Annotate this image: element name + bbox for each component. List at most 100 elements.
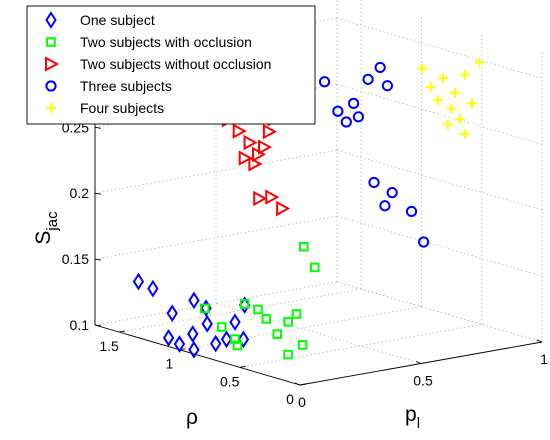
data-point [239,299,250,309]
pl-tick-label: 0 [298,394,306,410]
grid-line-z-right [336,17,543,79]
pl-tick [415,361,422,364]
data-point [291,309,302,319]
data-point [237,330,250,349]
legend-marker [45,80,57,92]
data-point [187,325,199,343]
grid-line-x-floor [215,303,422,364]
data-point [340,116,352,128]
grid-line-z-right [336,149,543,211]
data-point [262,123,277,140]
data-point [232,340,243,351]
data-point [173,335,186,353]
data-point [261,314,272,324]
data-point [405,205,418,218]
data-point [188,291,200,310]
legend-marker [45,56,60,72]
data-point [276,200,291,217]
grid-line-x-floor [336,281,543,343]
data-point [253,190,268,207]
data-point [442,119,453,130]
data-point [332,105,344,117]
data-point [297,340,308,350]
data-point [433,95,444,106]
rho-axis-label: ρ [186,406,198,429]
data-point [220,330,233,349]
data-point [258,139,273,155]
grid-line-z-back [94,215,338,260]
data-point [368,176,380,189]
data-point [459,69,470,80]
data-point [299,241,309,252]
data-point [381,80,393,92]
data-point [209,334,222,353]
data-point [379,200,391,212]
grid-line-z-right [336,215,543,277]
data-point [248,156,263,172]
data-point [238,150,253,166]
data-point [446,103,457,114]
legend-box [26,5,316,125]
data-point [474,57,485,68]
sjac-tick [94,324,102,327]
data-point [147,279,159,298]
data-point [188,340,200,359]
legend-label: Two subjects with occlusion [80,34,252,50]
rho-tick-label: 1 [166,356,174,372]
data-point [318,76,331,88]
data-point [200,303,210,314]
rho-tick [119,330,126,333]
data-point [425,82,436,93]
sjac-tick-label: 0.2 [70,185,90,201]
rho-tick [239,365,246,368]
data-point [132,272,145,291]
series-plus [417,57,485,140]
data-point [283,349,293,360]
data-point [201,315,213,333]
pl-tick-label: 0.5 [413,373,433,389]
data-point [309,262,320,273]
rho-tick-label: 0 [286,391,294,407]
legend: One subject Two subjects with occlusion Tw… [26,5,316,125]
sjac-tick-label: 0.15 [62,251,89,267]
legend-label: Two subjects without occlusion [80,56,271,72]
series-square [200,241,320,360]
pl-axis-label: pl [405,403,420,432]
rho-tick [299,383,307,386]
data-point [216,322,227,332]
grid-line-z-right [336,83,543,145]
pl-tick-label: 1 [540,351,548,367]
grid-line-y-floor [239,323,482,368]
data-point [229,313,241,332]
sjac-tick [94,192,102,195]
grid-line-y-floor [119,288,362,333]
legend-marker [45,11,57,29]
data-point [418,236,430,248]
legend-label: Four subjects [80,100,164,116]
data-point [437,73,448,84]
legend-label: One subject [80,12,155,28]
grid-line-z-back [94,149,338,194]
data-point [283,317,293,327]
sjac-axis-label: Sjac [32,211,61,245]
legend-label: Three subjects [80,78,172,94]
legend-marker [46,103,56,113]
data-point [374,61,386,74]
data-point [162,328,175,347]
pl-tick [536,339,543,343]
legend-marker [46,37,56,47]
data-point [454,114,465,125]
data-point [347,97,360,109]
data-point [230,334,240,344]
data-point [232,123,247,139]
sjac-tick-label: 0.1 [70,317,90,333]
grid-line-z-back [94,281,338,326]
rho-axis-line [94,324,301,386]
data-point [265,189,280,205]
data-point [450,87,461,98]
data-point [362,73,374,85]
pl-tick [294,382,301,386]
rho-tick-label: 1.5 [99,338,119,354]
sjac-tick [94,126,102,129]
